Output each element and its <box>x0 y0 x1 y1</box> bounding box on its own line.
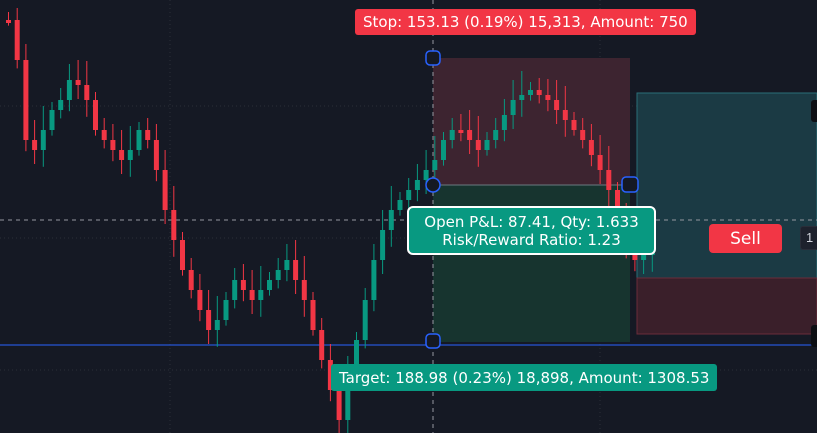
candle-body <box>180 240 185 270</box>
candle-body <box>406 190 412 200</box>
candle-body <box>597 155 603 170</box>
candle-body <box>336 390 342 420</box>
candle-body <box>101 130 107 140</box>
candle-body <box>388 210 394 230</box>
candle-body <box>536 90 542 95</box>
candle-body <box>240 280 246 290</box>
candle-body <box>127 150 133 160</box>
candle-body <box>301 280 307 300</box>
candle-body <box>519 95 525 100</box>
stop-label: Stop: 153.13 (0.19%) 15,313, Amount: 750 <box>355 9 696 35</box>
candle-body <box>493 130 499 140</box>
candle-body <box>84 85 90 100</box>
candle-body <box>510 100 516 115</box>
candle-body <box>632 250 638 260</box>
candle-body <box>275 270 281 280</box>
edge-price-tag <box>811 325 817 347</box>
candle-body <box>319 330 325 360</box>
candle-body <box>501 115 507 130</box>
candle-body <box>267 280 272 290</box>
candle-body <box>397 200 403 210</box>
candle-body <box>432 160 438 170</box>
candle-body <box>49 110 55 130</box>
candle-body <box>75 80 81 85</box>
candle-body <box>232 280 238 300</box>
candle-body <box>615 190 620 215</box>
candle-body <box>414 180 420 190</box>
candle-body <box>571 120 577 130</box>
candle-body <box>162 170 168 210</box>
candle-body <box>606 170 612 190</box>
target-label: Target: 188.98 (0.23%) 18,898, Amount: 1… <box>331 364 718 391</box>
candle-body <box>345 380 351 420</box>
candle-body <box>32 140 38 150</box>
candle-body <box>206 310 212 330</box>
candle-body <box>93 100 98 130</box>
candle-body <box>449 130 455 140</box>
stop-zone <box>433 58 630 185</box>
target-drag-handle-icon[interactable] <box>425 333 441 349</box>
candle-body <box>354 340 359 380</box>
candle-body <box>588 140 594 155</box>
candle-body <box>327 360 333 390</box>
candle-body <box>484 140 490 150</box>
candle-body <box>14 20 20 60</box>
candle-body <box>580 130 586 140</box>
candle-body <box>441 140 446 160</box>
candle-body <box>153 140 159 170</box>
price-tag: 1 <box>800 226 817 250</box>
candle-body <box>136 130 142 150</box>
candle-body <box>6 20 11 23</box>
candle-body <box>310 300 316 330</box>
candle-body <box>258 290 264 300</box>
candle-body <box>58 100 64 110</box>
candle-body <box>110 140 116 150</box>
sell-button[interactable]: Sell <box>709 224 782 253</box>
open-pnl-text: Open P&L: 87.41, Qty: 1.633 <box>424 212 639 231</box>
candle-body <box>23 60 29 140</box>
candle-body <box>214 320 220 330</box>
position-handles[interactable] <box>425 50 639 349</box>
candle-body <box>423 170 429 180</box>
candle-body <box>40 130 46 150</box>
entry-drag-handle-icon[interactable] <box>425 177 441 193</box>
candle-body <box>458 130 464 133</box>
candle-body <box>293 260 299 280</box>
second-position-tool[interactable] <box>636 92 817 335</box>
candle-body <box>528 90 533 95</box>
candle-body <box>545 95 551 100</box>
candle-body <box>467 130 473 140</box>
candle-body <box>171 210 177 240</box>
risk-reward-text: Risk/Reward Ratio: 1.23 <box>442 230 621 249</box>
long-position-tool[interactable] <box>433 58 630 342</box>
resize-handle-icon[interactable] <box>621 176 639 193</box>
candle-body <box>562 110 568 120</box>
candle-body <box>66 80 72 100</box>
candle-body <box>371 260 377 300</box>
position-info-box: Open P&L: 87.41, Qty: 1.633 Risk/Reward … <box>407 206 656 255</box>
second-position-stop-zone <box>636 277 817 335</box>
candle-body <box>197 290 203 310</box>
candle-body <box>284 260 290 270</box>
candle-body <box>145 130 151 140</box>
candle-body <box>188 270 194 290</box>
stop-drag-handle-icon[interactable] <box>425 50 441 66</box>
candle-body <box>249 290 255 300</box>
candle-body <box>362 300 368 340</box>
candle-body <box>641 255 647 260</box>
candle-body <box>475 140 481 150</box>
candle-body <box>119 150 125 160</box>
edge-price-tag <box>811 100 817 122</box>
candle-body <box>223 300 229 320</box>
candle-body <box>554 100 560 110</box>
candle-body <box>380 230 386 260</box>
